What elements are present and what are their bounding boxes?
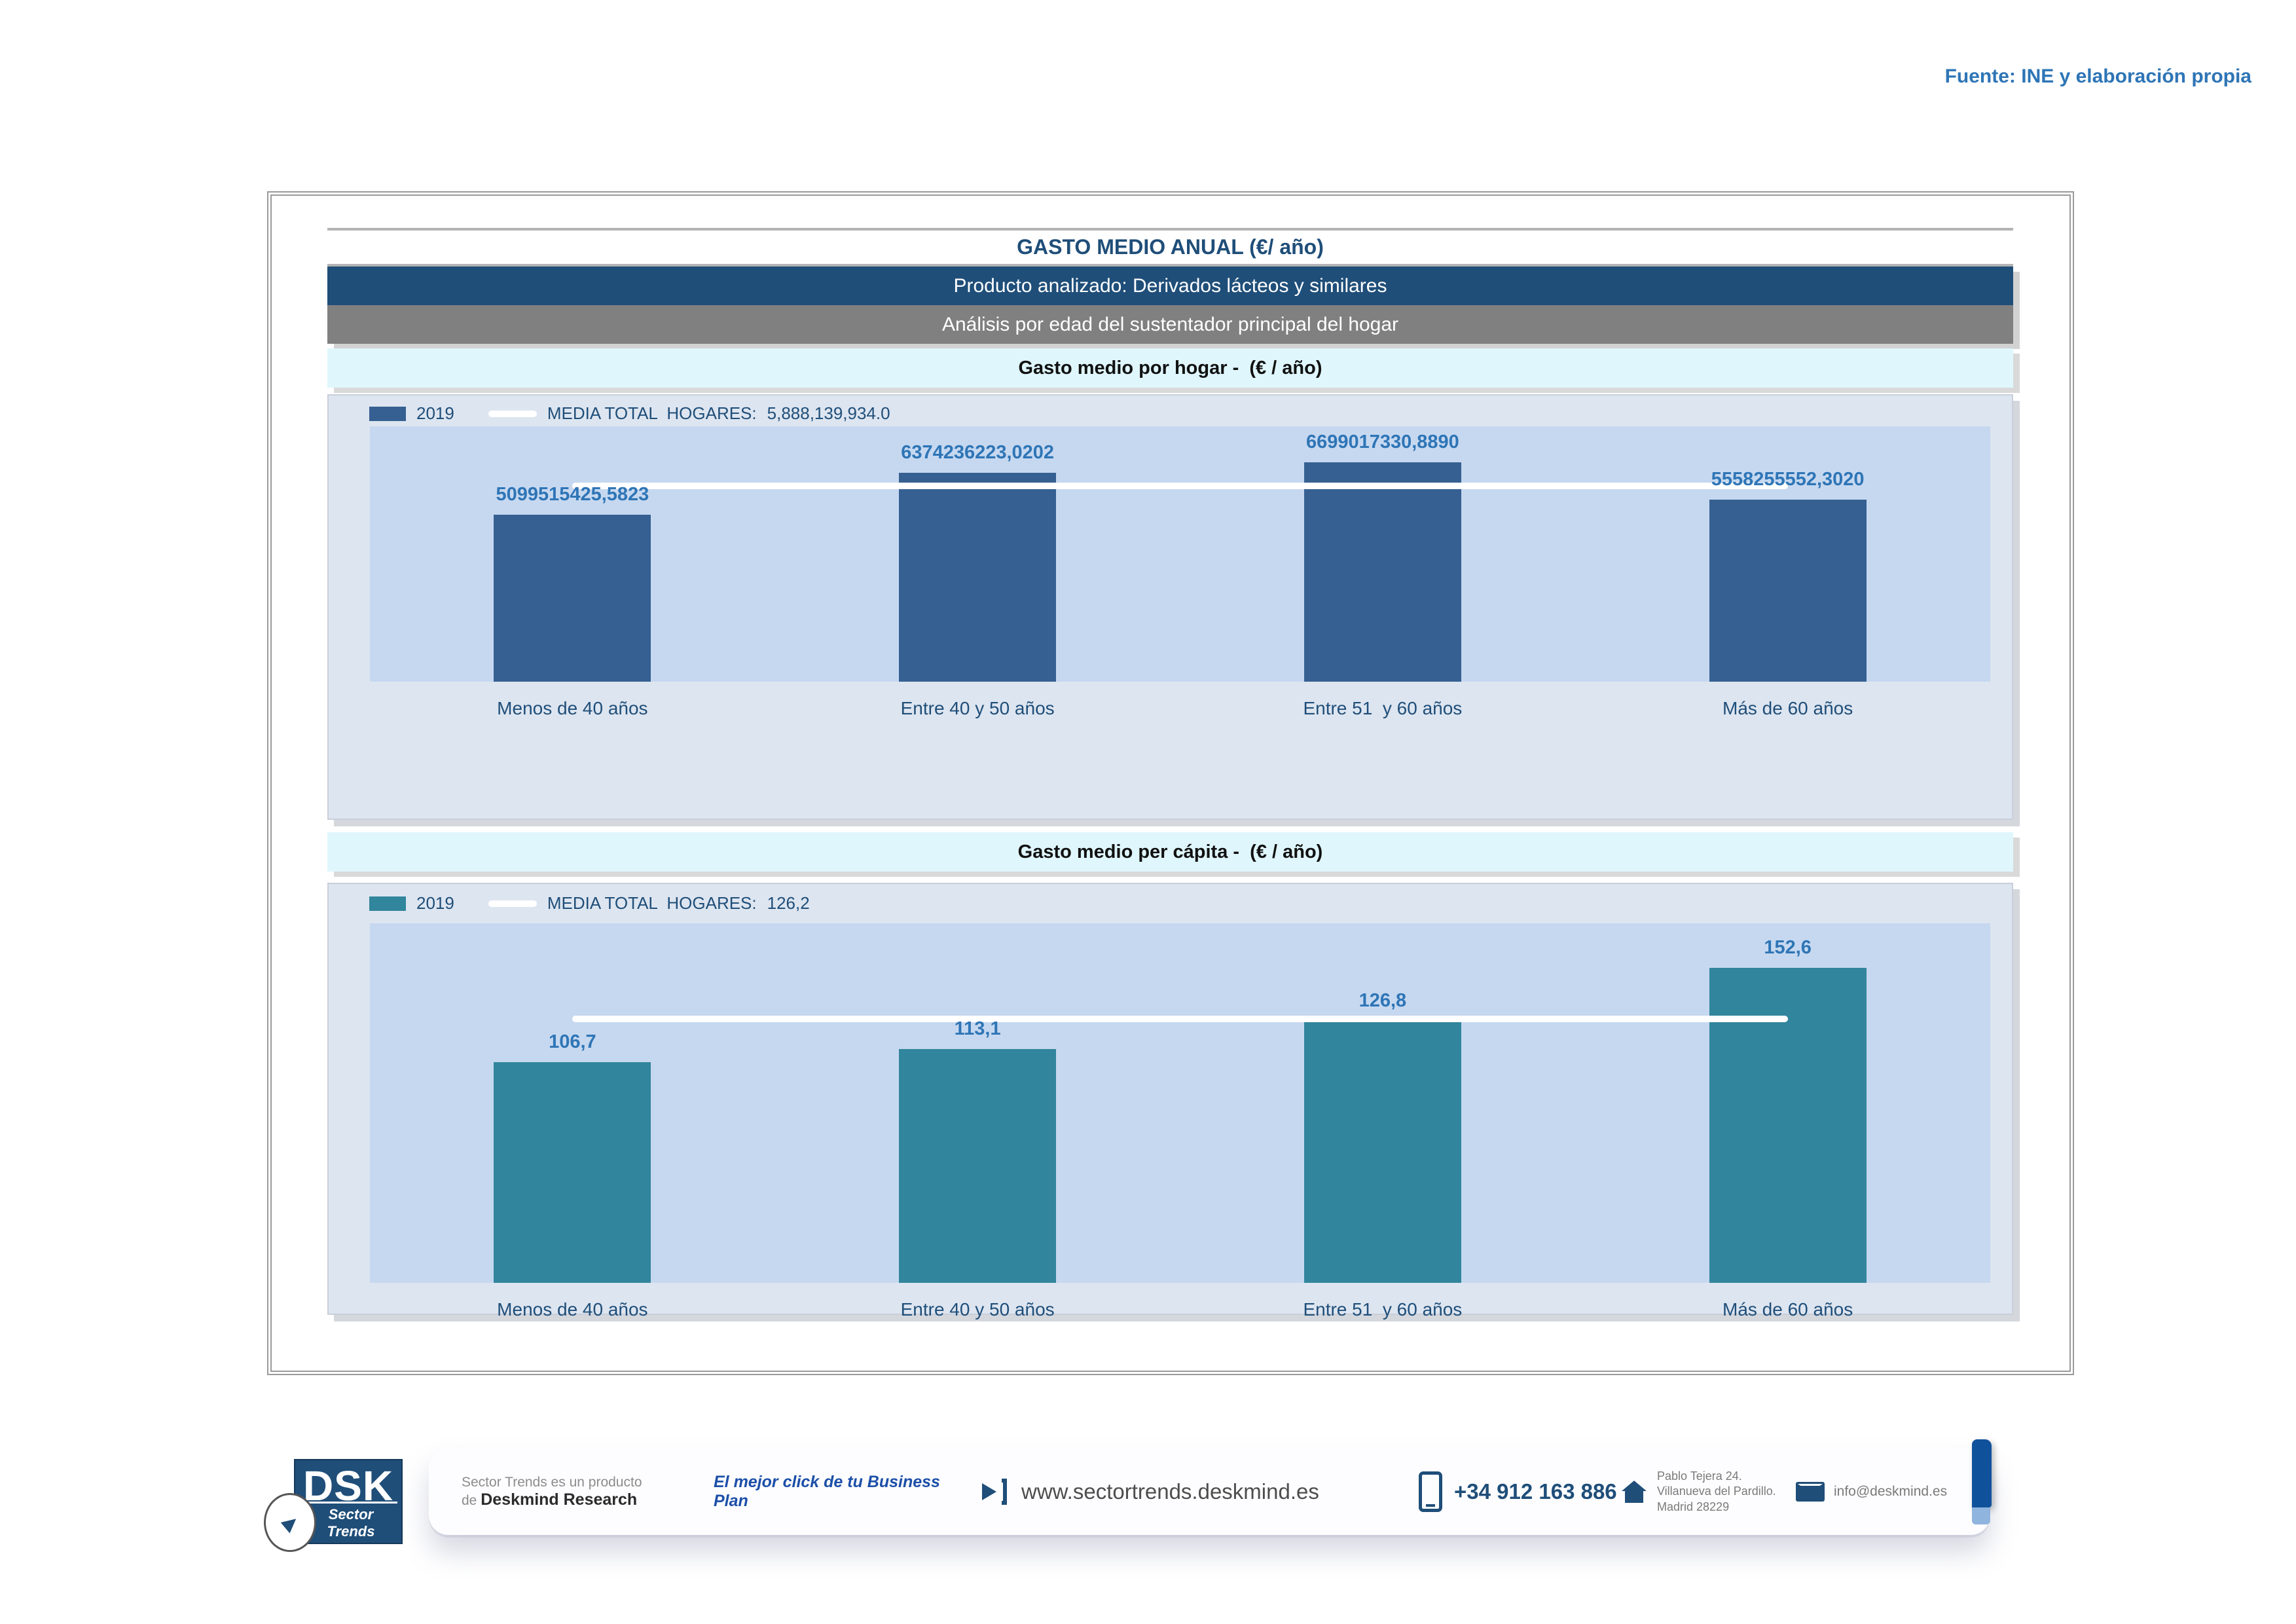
- logo-brand-name: Sector Trends: [304, 1502, 397, 1540]
- dsk-logo: DSK Sector Trends ►: [264, 1459, 403, 1552]
- bar-value-label-1: 106,7: [549, 1031, 596, 1053]
- footer-product-of-line2: de Deskmind Research: [462, 1490, 637, 1509]
- footer-brand-block: Sector Trends es un producto de Deskmind…: [462, 1449, 642, 1535]
- address-line-1: Pablo Tejera 24.: [1657, 1469, 1742, 1483]
- category-label-1: Menos de 40 años: [497, 698, 648, 718]
- footer-phone: +34 912 163 886: [1419, 1449, 1617, 1535]
- bar-3: [1303, 462, 1461, 682]
- legend-media-value: 5,888,139,934.0: [767, 403, 890, 423]
- media-total-line: [572, 1015, 1788, 1022]
- footer-address: Pablo Tejera 24. Villanueva del Pardillo…: [1622, 1449, 1776, 1535]
- paper-plane-icon: ►: [272, 1504, 308, 1540]
- legend-media-label: MEDIA TOTAL HOGARES:: [547, 403, 757, 423]
- bar-3: [1303, 1020, 1461, 1283]
- media-line-swatch: [488, 900, 537, 907]
- bar-1: [494, 1062, 651, 1283]
- footer-address-text: Pablo Tejera 24. Villanueva del Pardillo…: [1657, 1469, 1776, 1515]
- series-2019-swatch: [369, 406, 406, 421]
- report-title: GASTO MEDIO ANUAL (€/ año): [327, 228, 2013, 267]
- footer-product-of-line1: Sector Trends es un producto: [462, 1474, 642, 1490]
- phone-icon: [1419, 1471, 1442, 1512]
- chart-gasto-medio-per-capita: 2019 MEDIA TOTAL HOGARES: 126,2 106,7 113…: [327, 883, 2013, 1320]
- bar-value-label-2: 113,1: [954, 1018, 1001, 1040]
- footer-website-link[interactable]: www.sectortrends.deskmind.es: [982, 1449, 1319, 1535]
- product-band: Producto analizado: Derivados lácteos y …: [327, 267, 2013, 305]
- address-line-3: Madrid 28229: [1657, 1500, 1730, 1513]
- section-title-gasto-per-capita: Gasto medio per cápita - (€ / año): [327, 832, 2013, 872]
- footer-company-name: Deskmind Research: [481, 1490, 638, 1509]
- address-line-2: Villanueva del Pardillo.: [1657, 1485, 1776, 1498]
- media-total-line: [572, 482, 1788, 489]
- category-label-1: Menos de 40 años: [497, 1299, 648, 1320]
- bar-value-label-3: 6699017330,8890: [1305, 432, 1459, 453]
- bar-4: [1709, 500, 1867, 682]
- bar-value-label-3: 126,8: [1358, 989, 1407, 1011]
- legend-year-label: 2019: [416, 403, 454, 423]
- chart-gasto-medio-hogar: 2019 MEDIA TOTAL HOGARES: 5,888,139,934.…: [327, 394, 2013, 820]
- category-label-4: Más de 60 años: [1722, 1299, 1853, 1320]
- report-frame: GASTO MEDIO ANUAL (€/ año) Producto anal…: [267, 191, 2074, 1375]
- category-axis: Menos de 40 años Entre 40 y 50 años Entre …: [370, 698, 1990, 726]
- footer-ribbon-light: [1972, 1507, 1990, 1524]
- plot-area: 5099515425,5823 6374236223,0202 6699017330…: [370, 426, 1990, 682]
- bar-value-label-1: 5099515425,5823: [496, 484, 649, 506]
- envelope-icon: [1796, 1482, 1825, 1502]
- category-label-3: Entre 51 y 60 años: [1303, 698, 1463, 718]
- logo-circle: ►: [264, 1493, 316, 1552]
- bar-value-label-2: 6374236223,0202: [901, 442, 1055, 464]
- forward-arrow-icon: [982, 1483, 996, 1500]
- bar-1: [494, 515, 651, 682]
- footer-website-text[interactable]: www.sectortrends.deskmind.es: [1021, 1479, 1319, 1504]
- legend-year-label: 2019: [416, 893, 454, 913]
- footer-bar: Sector Trends es un producto de Deskmind…: [429, 1449, 1990, 1535]
- footer-email-text[interactable]: info@deskmind.es: [1834, 1484, 1948, 1499]
- analysis-band: Análisis por edad del sustentador princi…: [327, 305, 2013, 344]
- chart-legend: 2019 MEDIA TOTAL HOGARES: 5,888,139,934.…: [369, 403, 890, 424]
- plot-area: 106,7 113,1 126,8 152,6: [370, 923, 1990, 1283]
- bar-2: [899, 1049, 1057, 1283]
- media-line-swatch: [488, 410, 537, 417]
- footer-email[interactable]: info@deskmind.es: [1796, 1449, 1947, 1535]
- bar-value-label-4: 152,6: [1764, 936, 1812, 958]
- category-label-2: Entre 40 y 50 años: [900, 1299, 1055, 1320]
- chart-legend: 2019 MEDIA TOTAL HOGARES: 126,2: [369, 893, 810, 913]
- legend-media-value: 126,2: [767, 893, 810, 913]
- legend-media-label: MEDIA TOTAL HOGARES:: [547, 893, 757, 913]
- bar-4: [1709, 967, 1867, 1283]
- category-axis: Menos de 40 años Entre 40 y 50 años Entre …: [370, 1299, 1990, 1327]
- house-icon: [1622, 1481, 1647, 1503]
- footer-product-of-prefix: de: [462, 1492, 481, 1508]
- series-2019-swatch: [369, 896, 406, 911]
- source-note: Fuente: INE y elaboración propia: [1944, 65, 2251, 87]
- footer-phone-number: +34 912 163 886: [1454, 1479, 1617, 1504]
- section-title-gasto-hogar: Gasto medio por hogar - (€ / año): [327, 348, 2013, 388]
- footer-ribbon-dark: [1972, 1439, 1992, 1507]
- footer-tagline: El mejor click de tu Business Plan: [714, 1473, 940, 1510]
- bar-2: [899, 473, 1057, 682]
- bar-value-label-4: 5558255552,3020: [1711, 469, 1865, 490]
- category-label-2: Entre 40 y 50 años: [900, 698, 1055, 718]
- category-label-4: Más de 60 años: [1722, 698, 1853, 718]
- category-label-3: Entre 51 y 60 años: [1303, 1299, 1463, 1320]
- forward-arrow-bracket-icon: [1002, 1479, 1007, 1505]
